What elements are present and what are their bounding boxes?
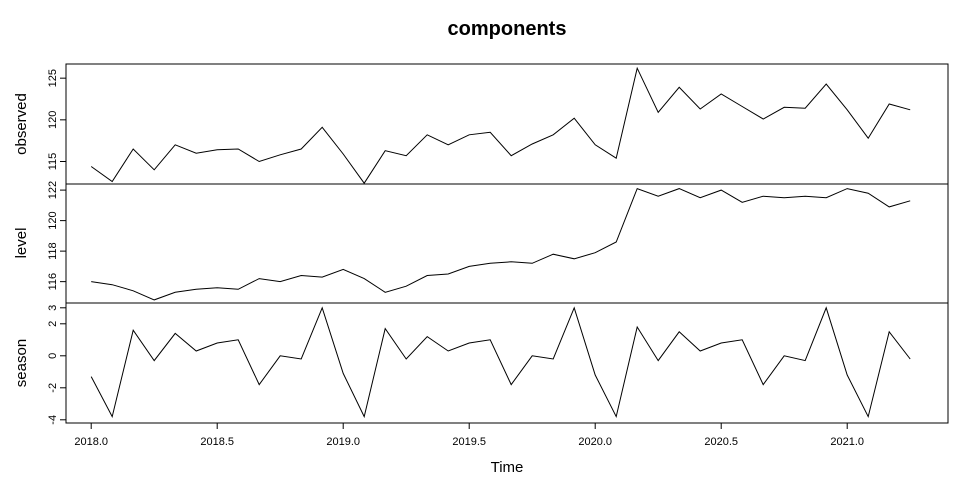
- y-tick-label-season: 3: [47, 305, 59, 311]
- x-tick-label: 2019.0: [326, 436, 360, 448]
- x-tick-label: 2020.5: [704, 436, 738, 448]
- y-tick-label-observed: 125: [47, 69, 59, 87]
- series-line-season: [90, 306, 911, 419]
- panel-observed-ylabel: observed: [13, 93, 30, 155]
- x-tick-label: 2018.5: [200, 436, 234, 448]
- series-line-observed: [90, 66, 911, 185]
- y-tick-label-level: 120: [47, 211, 59, 229]
- panel-observed: observed 115 120 125: [13, 63, 949, 185]
- y-tick-label-season: -2: [47, 383, 59, 393]
- x-tick-label: 2020.0: [578, 436, 612, 448]
- y-tick-label-season: 0: [47, 353, 59, 359]
- x-axis: 2018.0 2018.5 2019.0 2019.5 2020.0 2020.5 2021…: [74, 422, 864, 448]
- x-tick-label: 2019.5: [452, 436, 486, 448]
- panel-season-frame: [65, 302, 949, 424]
- y-tick-label-season: -4: [47, 415, 59, 425]
- panel-level-ylabel: level: [13, 228, 30, 259]
- chart-title: components: [448, 18, 567, 40]
- panel-level: level 116 118 120 122: [13, 181, 949, 304]
- y-tick-label-level: 122: [47, 181, 59, 199]
- panel-season: season -4 -2 0 2 3: [13, 302, 949, 425]
- panel-season-ylabel: season: [13, 339, 30, 387]
- y-tick-label-level: 116: [47, 273, 59, 291]
- y-tick-label-level: 118: [47, 242, 59, 260]
- y-tick-label-observed: 120: [47, 111, 59, 129]
- series-line-level: [91, 187, 911, 301]
- panel-level-frame: [65, 183, 949, 304]
- y-tick-label-season: 2: [47, 321, 59, 327]
- y-tick-label-observed: 115: [47, 153, 59, 171]
- panel-observed-frame: [65, 63, 949, 185]
- x-tick-label: 2021.0: [830, 436, 864, 448]
- x-axis-label: Time: [491, 459, 524, 476]
- x-tick-label: 2018.0: [74, 436, 108, 448]
